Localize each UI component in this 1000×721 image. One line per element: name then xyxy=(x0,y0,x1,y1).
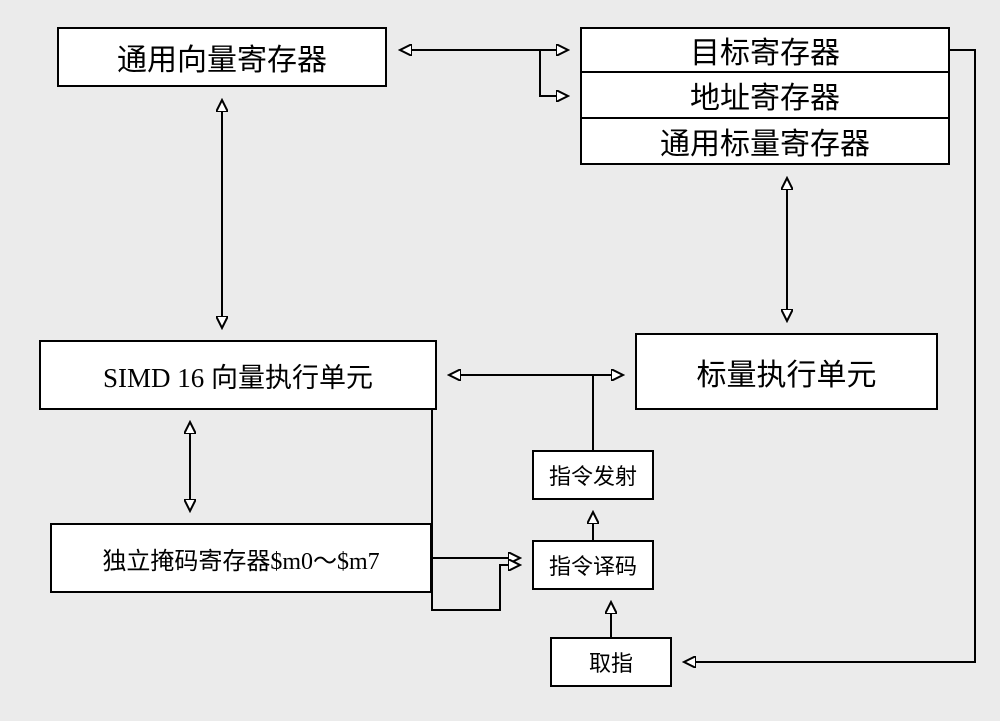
node-decode: 指令译码 xyxy=(532,540,654,590)
node-scalar-reg: 通用标量寄存器 xyxy=(580,119,950,165)
node-scalar-exec-label: 标量执行单元 xyxy=(697,350,877,394)
node-fetch-label: 取指 xyxy=(589,646,633,678)
node-simd-label: SIMD 16 向量执行单元 xyxy=(103,356,373,395)
node-addr-reg: 地址寄存器 xyxy=(580,73,950,119)
node-mask: 独立掩码寄存器$m0～$m7 xyxy=(50,523,432,593)
node-scalar-exec: 标量执行单元 xyxy=(635,333,938,410)
node-vec-reg: 通用向量寄存器 xyxy=(57,27,387,87)
node-fetch: 取指 xyxy=(550,637,672,687)
node-decode-label: 指令译码 xyxy=(549,549,637,581)
node-scalar-reg-label: 通用标量寄存器 xyxy=(660,119,870,163)
edge-simd-decode xyxy=(432,410,520,610)
node-target-reg-label: 目标寄存器 xyxy=(690,28,840,72)
node-simd: SIMD 16 向量执行单元 xyxy=(39,340,437,410)
node-mask-label: 独立掩码寄存器$m0～$m7 xyxy=(102,541,379,576)
node-addr-reg-label: 地址寄存器 xyxy=(690,73,840,117)
edge-vecreg-addrreg xyxy=(540,50,568,96)
node-issue: 指令发射 xyxy=(532,450,654,500)
node-vec-reg-label: 通用向量寄存器 xyxy=(117,35,327,79)
node-issue-label: 指令发射 xyxy=(549,459,637,491)
node-target-reg: 目标寄存器 xyxy=(580,27,950,73)
